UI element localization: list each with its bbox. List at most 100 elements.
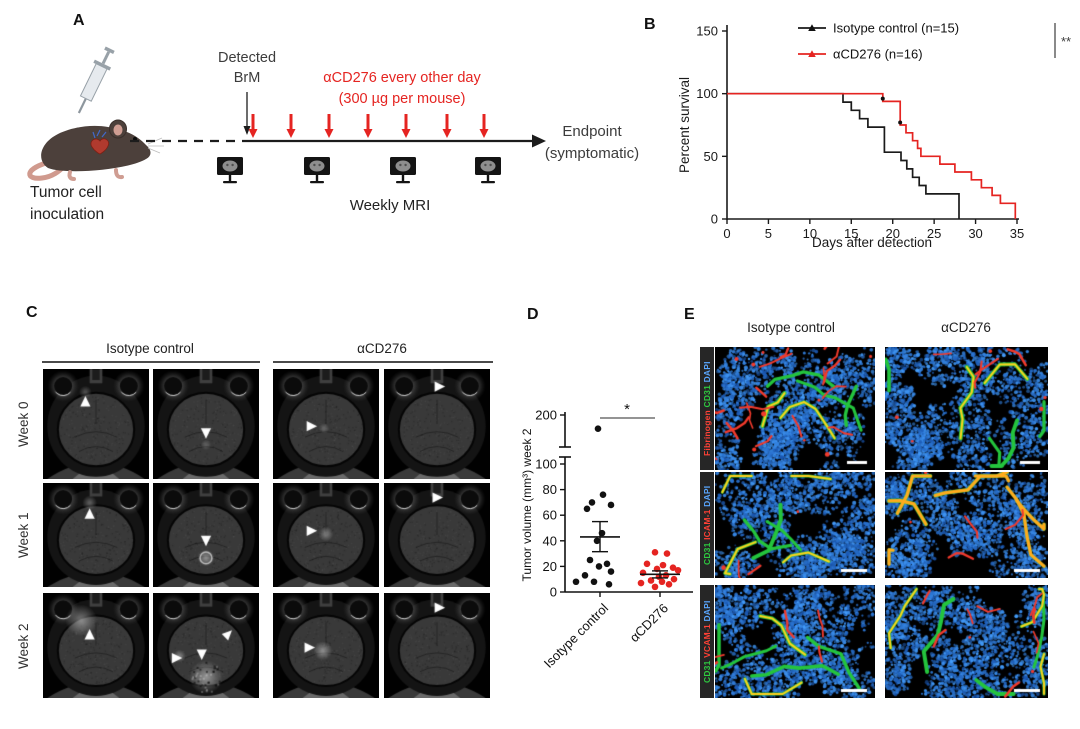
mri-image-week1-acd276-0 xyxy=(273,483,379,587)
marker-label-dapi: DAPI xyxy=(701,600,712,622)
censor-mark xyxy=(880,96,885,101)
marker-label-icam-1: ICAM-1 xyxy=(701,508,712,540)
x-tick-label: 35 xyxy=(1010,226,1024,241)
mouse-legs xyxy=(67,168,124,181)
if-image-row2-isotype xyxy=(715,585,875,698)
data-point xyxy=(643,560,651,568)
x-tick-label: 10 xyxy=(803,226,817,241)
marker-label-strip-row0 xyxy=(700,347,714,470)
if-image-row0-acd276 xyxy=(885,347,1048,470)
y-tick-label: 40 xyxy=(543,533,557,548)
panel-c-header-rule-left xyxy=(42,361,260,363)
data-point xyxy=(651,549,659,556)
inoculation-caption-line2: inoculation xyxy=(30,206,104,223)
data-point xyxy=(593,537,601,545)
marker-label-strip-row2 xyxy=(700,585,714,698)
marker-label-vcam-1: VCAM-1 xyxy=(701,624,712,658)
if-image-row1-acd276 xyxy=(885,472,1048,578)
data-point xyxy=(659,561,667,569)
data-point xyxy=(647,577,655,584)
y-tick-label: 150 xyxy=(696,24,718,39)
significance-star: * xyxy=(624,401,630,418)
y-tick-label: 20 xyxy=(543,559,557,574)
injection-marks xyxy=(92,129,107,139)
data-point xyxy=(599,491,607,499)
data-point xyxy=(594,425,602,433)
panel-c-label: C xyxy=(26,304,38,321)
data-point xyxy=(588,499,596,506)
panel-c-header-rule-right xyxy=(273,361,493,363)
y-tick-label: 200 xyxy=(535,408,557,423)
data-point xyxy=(586,556,594,564)
y-tick-label: 50 xyxy=(704,149,718,164)
dose-arrowhead-icon xyxy=(442,129,452,138)
x-tick-label: 5 xyxy=(765,226,772,241)
if-image-row1-isotype xyxy=(715,472,875,578)
marker-label-strip-row1 xyxy=(700,472,714,578)
heart-icon xyxy=(90,138,110,155)
endpoint-label-line2: (symptomatic) xyxy=(545,145,639,162)
data-point xyxy=(670,575,678,583)
if-image-row0-isotype xyxy=(715,347,875,470)
marker-label-cd31: CD31 xyxy=(701,660,712,683)
dose-arrowhead-icon xyxy=(248,129,258,138)
panel-e-label: E xyxy=(684,306,695,323)
censor-mark xyxy=(898,120,903,125)
x-tick-label: 15 xyxy=(844,226,858,241)
dose-arrowhead-icon xyxy=(324,129,334,138)
mri-image-week2-acd276-1 xyxy=(384,593,490,698)
weekly-mri-caption: Weekly MRI xyxy=(350,197,431,214)
y-tick-label: 60 xyxy=(543,508,557,523)
mouse-tail xyxy=(27,160,67,181)
panel-c-header-isotype: Isotype control xyxy=(106,341,194,356)
data-point xyxy=(637,579,645,587)
data-point xyxy=(651,583,659,591)
monitor-icon xyxy=(390,157,416,184)
x-tick-label: 0 xyxy=(723,226,730,241)
data-point xyxy=(572,578,580,586)
x-tick-label: 20 xyxy=(885,226,899,241)
mri-image-week2-acd276-0 xyxy=(273,593,379,698)
data-point xyxy=(590,578,598,586)
mri-image-week2-isotype-0 xyxy=(43,593,149,698)
experiment-schematic: Tumor cell inoculation Detected BrM αCD2… xyxy=(27,46,639,223)
panel-c-header-acd276: αCD276 xyxy=(357,341,407,356)
dose-arrowhead-icon xyxy=(401,129,411,138)
timeline-arrowhead-icon xyxy=(532,134,546,148)
marker-label-cd31: CD31 xyxy=(701,384,712,408)
legend-label: Isotype control (n=15) xyxy=(833,21,959,36)
legend-entry-acd276: αCD276 (n=16) xyxy=(798,47,923,62)
category-label: Isotype control xyxy=(541,600,611,670)
dose-arrowhead-icon xyxy=(479,129,489,138)
panel-b-label: B xyxy=(644,16,656,33)
data-point xyxy=(607,568,615,575)
marker-label-dapi: DAPI xyxy=(701,361,712,383)
if-row-markers-2: CD31 VCAM-1 DAPI xyxy=(702,600,713,683)
mri-image-week0-isotype-0 xyxy=(43,369,149,479)
marker-label-dapi: DAPI xyxy=(701,485,712,507)
week-label-1: Week 1 xyxy=(16,512,31,558)
endpoint-label-line1: Endpoint xyxy=(562,123,622,140)
panel-a-label: A xyxy=(73,12,85,29)
legend-entry-isotype: Isotype control (n=15) xyxy=(798,21,959,36)
dose-arrowhead-icon xyxy=(286,129,296,138)
data-point xyxy=(674,566,682,574)
y-tick-label: 0 xyxy=(711,212,718,227)
data-point xyxy=(669,564,677,571)
marker-label-cd31: CD31 xyxy=(701,541,712,565)
if-row-markers-0: Fibrinogen CD31 DAPI xyxy=(702,361,713,456)
treatment-label-line2: (300 µg per mouse) xyxy=(339,91,466,107)
y-tick-label: 100 xyxy=(696,86,718,101)
category-label: αCD276 xyxy=(627,601,672,646)
inoculation-caption-line1: Tumor cell xyxy=(30,184,102,201)
syringe-icon xyxy=(77,46,115,114)
treatment-label-line1: αCD276 every other day xyxy=(323,70,481,86)
data-point xyxy=(663,550,671,557)
data-point xyxy=(605,581,613,588)
mri-image-week1-isotype-1 xyxy=(153,483,259,587)
panel-e-header-acd276: αCD276 xyxy=(941,320,991,335)
x-tick-label: 30 xyxy=(968,226,982,241)
mri-image-week1-acd276-1 xyxy=(384,483,490,587)
monitor-icon xyxy=(304,157,330,184)
